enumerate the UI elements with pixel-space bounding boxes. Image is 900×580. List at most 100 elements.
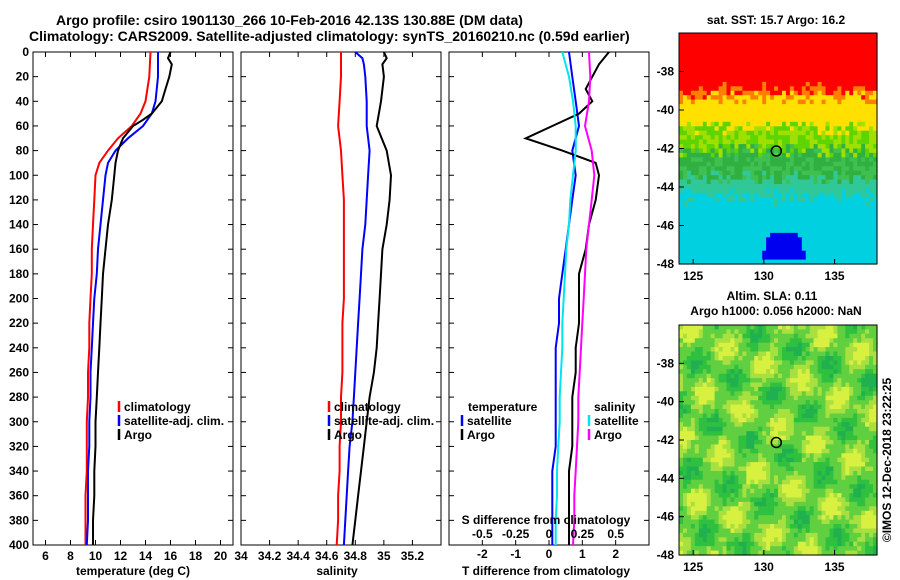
map-cell bbox=[817, 364, 823, 370]
map-cell bbox=[785, 484, 791, 490]
map-cell bbox=[801, 453, 807, 459]
map-cell bbox=[730, 215, 736, 221]
map-cell bbox=[813, 232, 819, 238]
map-cell bbox=[754, 157, 759, 163]
map-cell bbox=[710, 246, 716, 252]
map-cell bbox=[738, 157, 743, 163]
map-cell bbox=[710, 440, 716, 445]
map-cell bbox=[694, 81, 700, 87]
map-cell bbox=[829, 81, 835, 87]
map-cell bbox=[837, 161, 842, 167]
map-cell bbox=[793, 152, 799, 158]
map-cell bbox=[813, 448, 819, 454]
map-cell bbox=[865, 81, 870, 87]
map-cell bbox=[686, 144, 692, 150]
map-cell bbox=[710, 404, 716, 410]
map-cell bbox=[817, 488, 823, 494]
map-cell bbox=[683, 444, 688, 450]
map-cell bbox=[679, 139, 684, 145]
map-cell bbox=[821, 175, 827, 181]
map-cell bbox=[861, 422, 866, 428]
map-cell bbox=[690, 152, 696, 158]
map-cell bbox=[821, 333, 827, 339]
map-cell bbox=[845, 188, 850, 194]
map-cell bbox=[841, 413, 846, 419]
map-cell bbox=[869, 448, 874, 454]
map-cell bbox=[845, 197, 850, 203]
map-cell bbox=[754, 166, 759, 172]
map-cell bbox=[857, 356, 862, 361]
map-cell bbox=[734, 215, 739, 221]
map-cell bbox=[785, 497, 791, 503]
map-cell bbox=[782, 210, 787, 216]
map-cell bbox=[683, 382, 688, 388]
map-cell bbox=[754, 360, 759, 366]
map-cell bbox=[694, 50, 700, 56]
map-cell bbox=[738, 37, 743, 43]
map-cell bbox=[762, 250, 767, 256]
map-cell bbox=[742, 86, 747, 92]
y-tick-label: 40 bbox=[16, 94, 30, 108]
map-cell bbox=[845, 104, 850, 110]
map-cell bbox=[813, 161, 819, 167]
map-cell bbox=[770, 206, 775, 212]
map-cell bbox=[821, 148, 827, 154]
map-cell bbox=[805, 369, 811, 375]
map-cell bbox=[774, 333, 779, 339]
map-cell bbox=[698, 417, 704, 423]
map-cell bbox=[694, 86, 700, 92]
map-cell bbox=[817, 378, 823, 384]
map-cell bbox=[686, 68, 692, 74]
map-cell bbox=[865, 117, 870, 123]
map-cell bbox=[746, 73, 751, 78]
map-cell bbox=[762, 50, 767, 56]
map-cell bbox=[793, 210, 799, 216]
map-cell bbox=[730, 104, 736, 110]
map-cell bbox=[758, 404, 763, 410]
map-cell bbox=[829, 417, 835, 423]
map-cell bbox=[809, 215, 815, 221]
map-cell bbox=[750, 170, 755, 176]
map-cell bbox=[734, 144, 739, 150]
map-cell bbox=[797, 246, 803, 252]
map-cell bbox=[738, 77, 743, 83]
map-cell bbox=[849, 506, 854, 512]
map-cell bbox=[722, 325, 728, 330]
map-cell bbox=[730, 197, 736, 203]
map-cell bbox=[785, 453, 791, 459]
map-cell bbox=[861, 444, 866, 450]
map-cell bbox=[801, 417, 807, 423]
map-cell bbox=[833, 351, 838, 357]
map-cell bbox=[762, 462, 767, 468]
map-cell bbox=[837, 448, 842, 454]
map-cell bbox=[853, 152, 858, 158]
map-cell bbox=[873, 148, 878, 154]
map-cell bbox=[809, 342, 815, 348]
map-cell bbox=[809, 497, 815, 503]
map-cell bbox=[841, 360, 846, 366]
map-cell bbox=[778, 135, 783, 141]
map-cell bbox=[774, 501, 779, 507]
map-cell bbox=[758, 488, 763, 494]
map-cell bbox=[829, 86, 835, 92]
map-cell bbox=[762, 232, 767, 238]
map-cell bbox=[726, 250, 732, 256]
map-cell bbox=[869, 488, 874, 494]
map-cell bbox=[825, 255, 831, 261]
map-cell bbox=[873, 400, 878, 406]
map-cell bbox=[793, 356, 799, 361]
map-cell bbox=[813, 148, 819, 154]
map-cell bbox=[789, 157, 795, 163]
map-cell bbox=[861, 152, 866, 158]
map-cell bbox=[865, 329, 870, 335]
map-cell bbox=[722, 440, 728, 445]
map-cell bbox=[782, 73, 787, 78]
map-cell bbox=[813, 488, 819, 494]
map-cell bbox=[738, 342, 743, 348]
map-cell bbox=[738, 184, 743, 189]
map-cell bbox=[762, 237, 767, 243]
map-cell bbox=[738, 347, 743, 353]
map-cell bbox=[766, 400, 771, 406]
map-cell bbox=[837, 431, 842, 437]
map-cell bbox=[865, 462, 870, 468]
